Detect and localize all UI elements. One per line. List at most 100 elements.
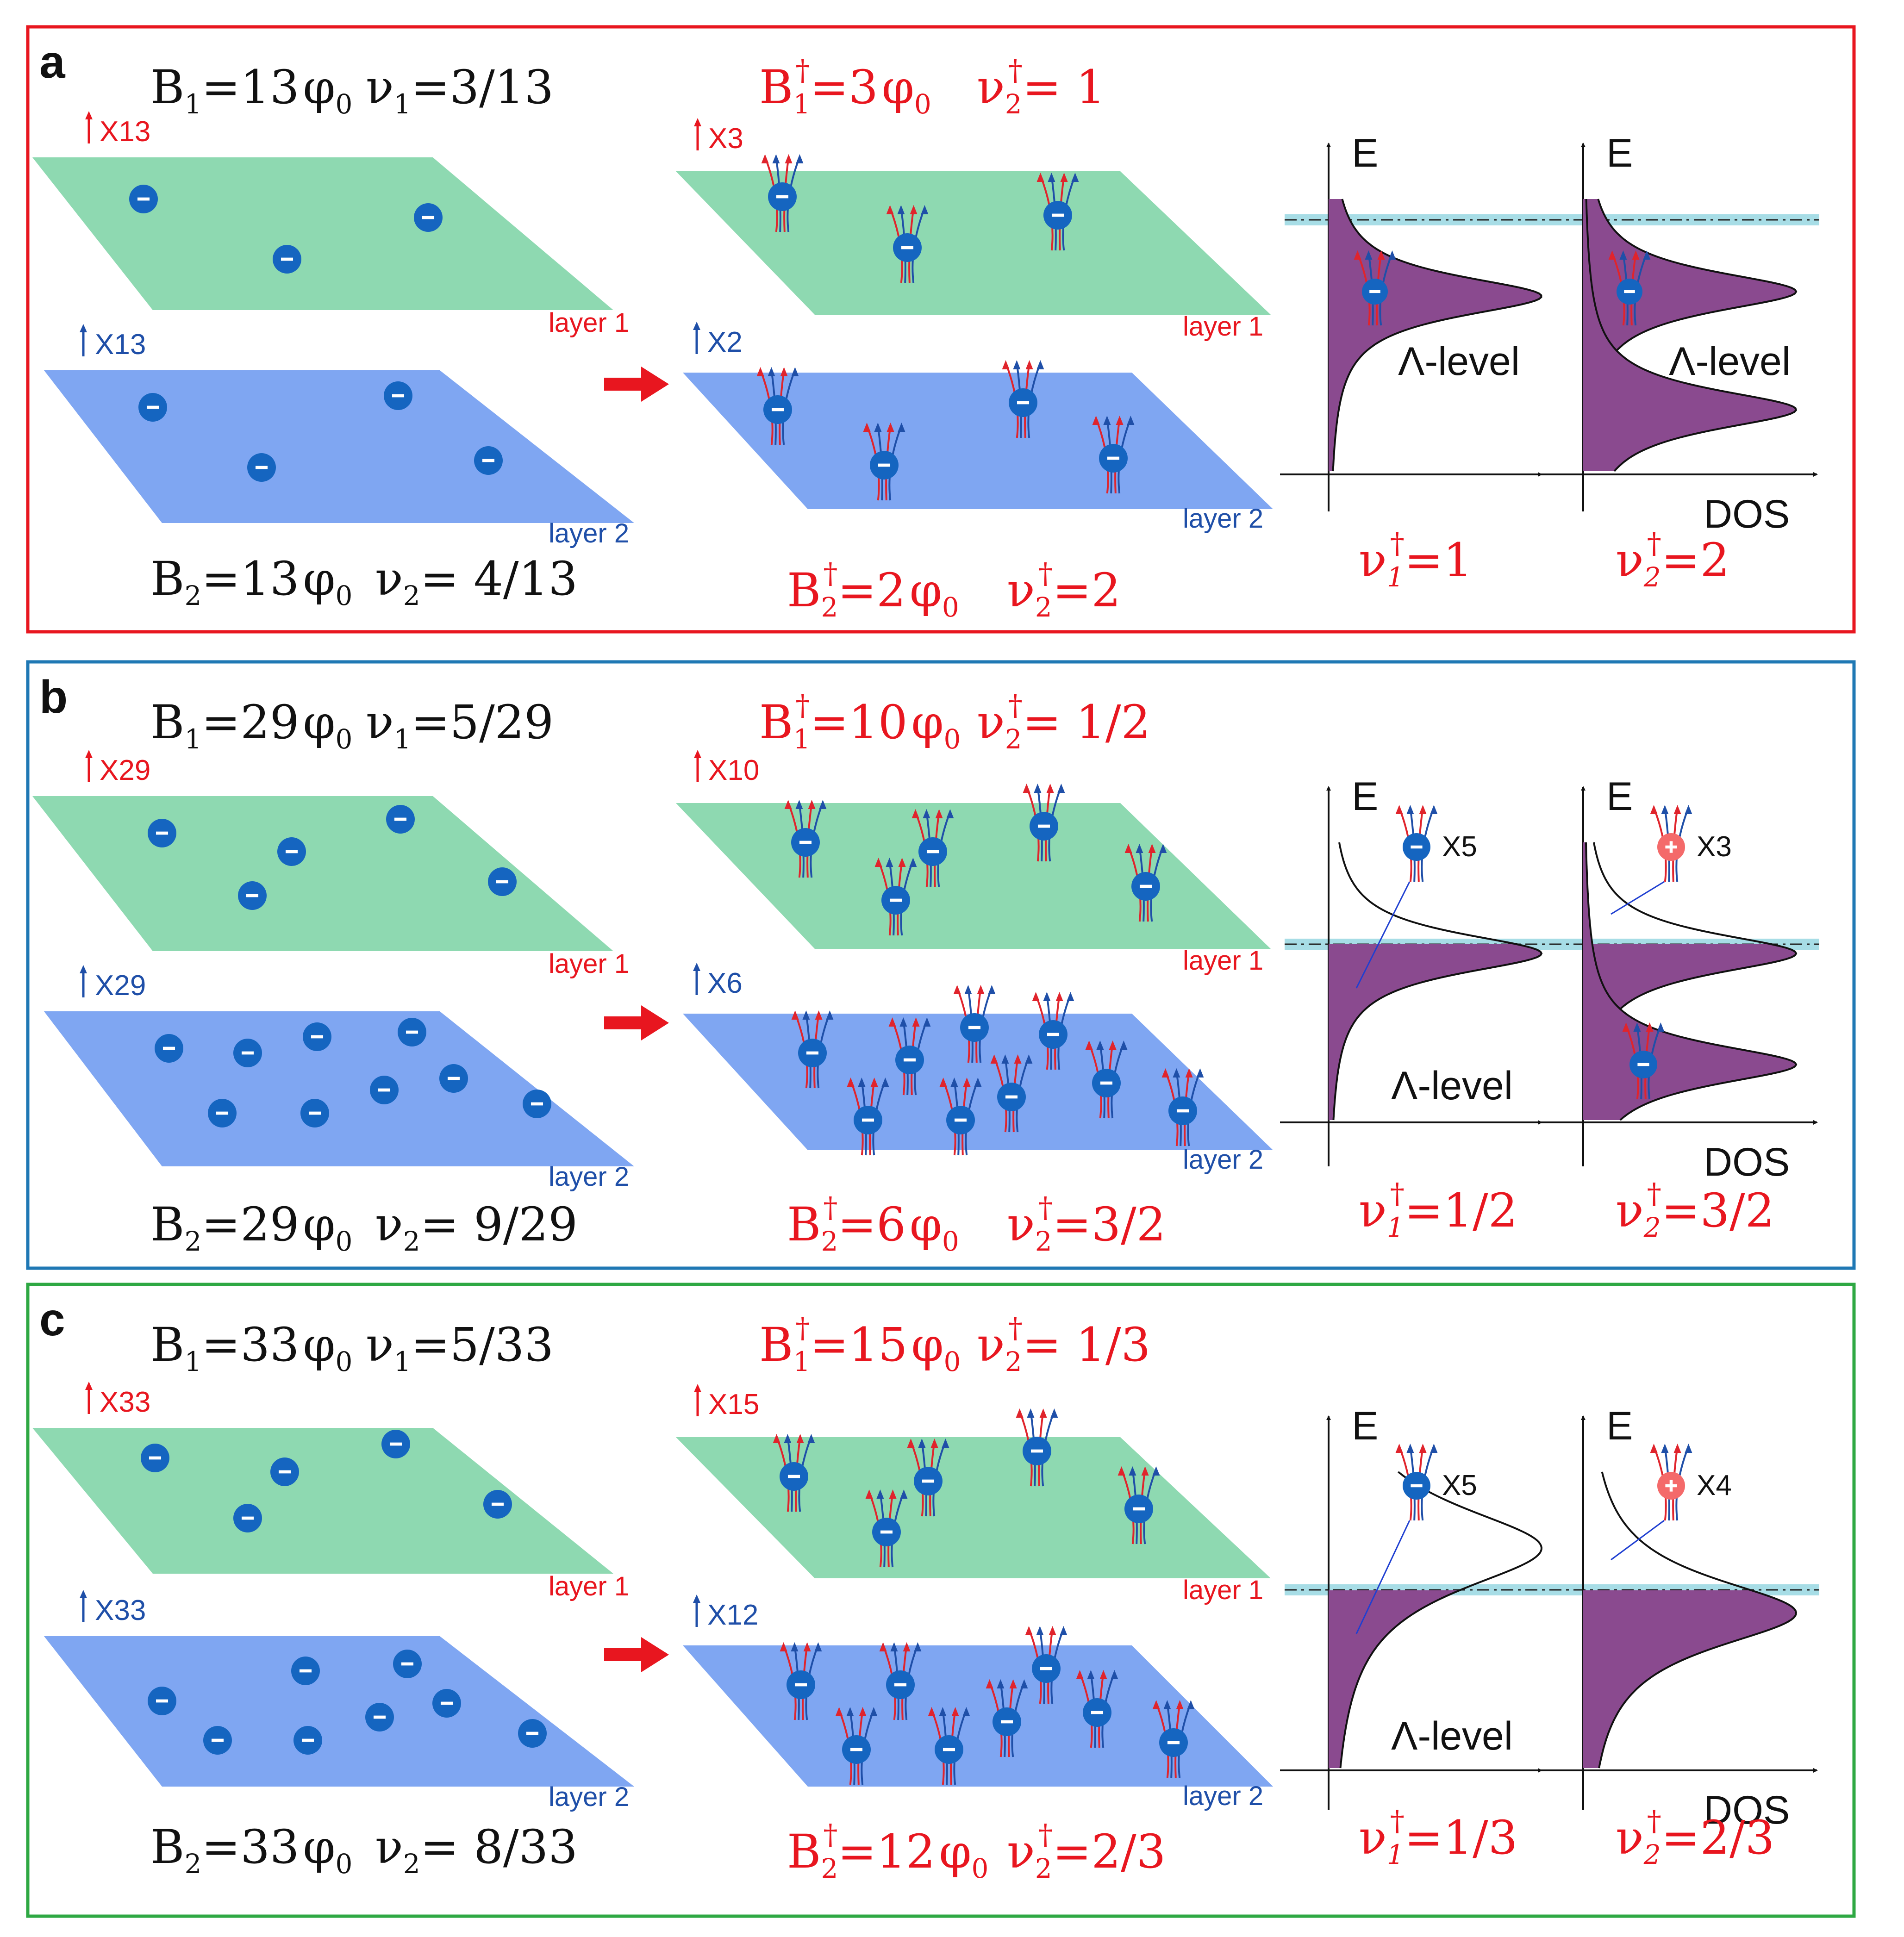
layer1-label: layer 1 xyxy=(549,308,629,338)
cf-filling-right-symbol: ν xyxy=(1616,533,1644,587)
electron xyxy=(203,1726,232,1755)
flux-arrowhead xyxy=(1036,173,1044,182)
flux-multiplier-l1: X13 xyxy=(85,111,150,148)
cf-filling-left-index: 1 xyxy=(1387,1839,1404,1870)
flux-arrowhead xyxy=(791,1642,799,1651)
cf-filling-right-index: 2 xyxy=(1643,561,1661,593)
flux-arrowhead xyxy=(898,423,905,432)
flux-arrowhead xyxy=(1608,250,1616,260)
flux-arrowhead xyxy=(974,1077,982,1087)
nu2-formula-index: 2 xyxy=(403,580,420,611)
flux-arrowhead xyxy=(1109,1040,1117,1050)
electron xyxy=(1403,1472,1430,1500)
composite-fermion xyxy=(874,858,917,936)
cf-multiplier-label: X2 xyxy=(707,326,743,358)
flux-arrowhead xyxy=(1049,1626,1056,1635)
flux-arrowhead xyxy=(1159,844,1167,853)
electron xyxy=(763,395,792,424)
cf-filling-right-index: 2 xyxy=(1643,1839,1661,1870)
nu2-formula: ν2= 4/13 xyxy=(375,552,578,611)
cf-nu2-formula-dagger: † xyxy=(1038,1818,1053,1851)
flux-arrowhead xyxy=(1152,1466,1160,1476)
nu1-formula-value: =5/33 xyxy=(411,1318,554,1372)
flux-arrowhead xyxy=(988,985,996,994)
flux-arrowhead xyxy=(1127,416,1135,425)
flux-arrowhead xyxy=(1039,1408,1047,1418)
flux-arrowhead xyxy=(791,367,799,376)
panel-frame xyxy=(26,1283,1856,1918)
cf-nu2-formula-index: 2 xyxy=(1035,1853,1052,1884)
layer1-label: layer 1 xyxy=(549,1571,629,1601)
b2-formula-index: 2 xyxy=(185,1848,202,1880)
flux-multiplier-l2: X33 xyxy=(80,1590,146,1626)
cf-b1-formula-symbol: B xyxy=(759,695,793,749)
cf-nu1-formula-symbol: ν xyxy=(977,695,1005,749)
b1-formula-index: 1 xyxy=(185,88,202,120)
flux-arrowhead xyxy=(1430,805,1438,814)
energy-axis-label: E xyxy=(1606,774,1633,819)
flux-arrowhead xyxy=(874,423,882,432)
b2-formula: B2=33φ0 xyxy=(150,1820,352,1880)
cf-nu1-formula-index: 2 xyxy=(1005,723,1022,755)
electron xyxy=(270,1457,299,1486)
energy-axis-label: E xyxy=(1352,1404,1378,1448)
layer2-label: layer 2 xyxy=(549,1162,629,1192)
electron xyxy=(1092,1069,1121,1097)
flux-arrowhead xyxy=(1185,1068,1193,1077)
flux-arrowhead xyxy=(1187,1700,1195,1709)
b2-formula-phi: φ xyxy=(303,1197,335,1252)
electron xyxy=(393,1650,422,1678)
electron xyxy=(233,1039,262,1067)
flux-arrowhead xyxy=(1643,250,1651,260)
panel-letter: b xyxy=(39,671,68,723)
flux-arrowhead xyxy=(942,1439,949,1448)
electron xyxy=(780,1462,808,1491)
flux-arrowhead xyxy=(772,154,780,163)
electron xyxy=(842,1735,871,1764)
electron xyxy=(1030,812,1058,841)
layer2-plane xyxy=(44,1636,634,1787)
cf-filling-left-value: =1 xyxy=(1405,533,1473,587)
flux-arrowhead xyxy=(1673,1444,1681,1453)
cf-b2-formula-phi-index: 0 xyxy=(971,1853,988,1884)
cf-multiplier-label: X15 xyxy=(708,1389,759,1420)
electron xyxy=(488,867,517,896)
flux-arrowhead xyxy=(1085,1040,1093,1050)
electron xyxy=(918,837,947,866)
cf-filling-left: ν1†=1/3 xyxy=(1359,1804,1517,1870)
flux-arrowhead xyxy=(946,809,954,818)
cf-filling-right-value: =3/2 xyxy=(1661,1183,1775,1238)
electron xyxy=(798,1039,827,1067)
cf-multiplier-l1: X3 xyxy=(694,118,743,155)
pointer-line xyxy=(1355,881,1411,989)
flux-arrowhead xyxy=(858,1077,866,1087)
level-multiplier-label: X4 xyxy=(1697,1470,1732,1501)
electron xyxy=(1403,833,1430,861)
flux-arrowhead xyxy=(874,858,882,867)
electron xyxy=(303,1022,331,1051)
flux-arrowhead xyxy=(939,1707,947,1716)
cf-nu1-formula-symbol: ν xyxy=(977,1318,1005,1372)
nu1-formula-index: 1 xyxy=(394,723,411,755)
flux-arrowhead xyxy=(796,154,804,163)
nu2-formula-value: = 4/13 xyxy=(420,552,578,606)
flux-arrowhead xyxy=(863,423,871,432)
composite-fermion xyxy=(847,1077,889,1156)
b2-formula-symbol: B xyxy=(150,1197,185,1252)
dos-axis-label: DOS xyxy=(1704,1788,1790,1832)
flux-arrowhead xyxy=(1117,1466,1125,1476)
nu2-formula-value: = 8/33 xyxy=(420,1820,578,1874)
flux-arrowhead xyxy=(791,1010,799,1020)
b1-formula-value: =13 xyxy=(201,60,299,114)
flux-arrowhead xyxy=(1661,805,1669,814)
cf-nu2-formula-dagger: † xyxy=(1038,556,1053,590)
flux-arrowhead xyxy=(1111,1670,1118,1679)
composite-fermion xyxy=(888,1017,931,1096)
b2-formula: B2=13φ0 xyxy=(150,552,352,611)
flux-arrowhead xyxy=(1646,1022,1654,1032)
flux-arrowhead xyxy=(951,1707,959,1716)
nu1-formula: ν1=5/29 xyxy=(366,695,554,755)
b2-formula-phi: φ xyxy=(303,1820,335,1874)
cf-b2-formula-value: =12 xyxy=(837,1825,935,1879)
